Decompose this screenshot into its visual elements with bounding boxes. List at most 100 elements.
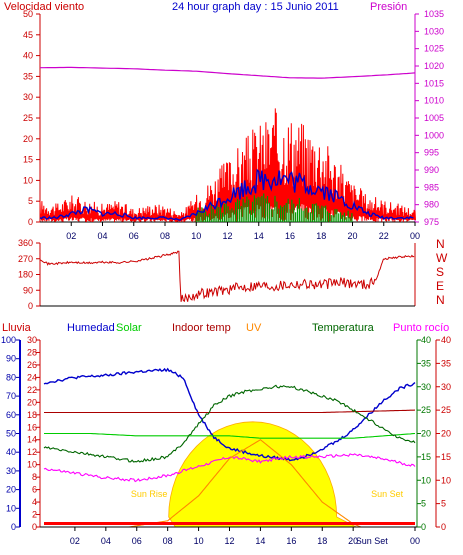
direction-series	[39, 250, 415, 303]
panel3-y-tick-label: 25	[441, 405, 451, 415]
panel3-y-tick-label: 5	[441, 499, 446, 509]
sun-rise-label: Sun Rise	[131, 489, 168, 499]
chart-title: 24 hour graph day : 15 Junio 2011	[172, 1, 339, 13]
panel3-x-tick-label: Sun Set	[356, 536, 389, 546]
panel3-y-tick-label: 5	[421, 499, 426, 509]
pressure-y-tick-label: 1035	[424, 9, 444, 19]
temperature-line	[43, 384, 416, 463]
sun-annotations: Sun Rise Sun Set	[131, 489, 404, 510]
panel3-y-tick-label: 60	[6, 410, 16, 420]
direction-y-tick-label: 360	[18, 238, 33, 248]
panel3-x-tick-label: 00	[410, 536, 420, 546]
pressure-series	[40, 66, 416, 79]
panel3-ticks: 0102030405060708090100024681012141618202…	[1, 335, 451, 532]
wind-y-tick-label: 35	[23, 71, 33, 81]
legend-lluvia: Lluvia	[2, 322, 32, 334]
wind-y-tick-label: 50	[23, 9, 33, 19]
compass-label: S	[436, 265, 444, 279]
panel3-y-tick-label: 12	[27, 447, 37, 457]
wind-x-ticks: 02 04 06 08 10 12 14 16 18 20 22 00	[66, 222, 420, 241]
panel3-y-tick-label: 28	[27, 347, 37, 357]
legend-temperatura: Temperatura	[312, 322, 375, 334]
panel3-y-tick-label: 30	[421, 382, 431, 392]
panel3-x-tick-label: 06	[132, 536, 142, 546]
panel3-y-tick-label: 35	[441, 358, 451, 368]
pressure-y-tick-label: 1010	[424, 96, 444, 106]
wind-y-ticks: 0 5 10 15 20 25 30 35 40 45 50	[23, 9, 40, 227]
panel3-y-tick-label: 20	[441, 429, 451, 439]
panel3-y-tick-label: 20	[421, 429, 431, 439]
panel3-y-tick-label: 6	[32, 485, 37, 495]
legend-indoor-temp: Indoor temp	[172, 322, 231, 334]
panel3-y-tick-label: 16	[27, 422, 37, 432]
legend-solar: Solar	[116, 322, 142, 334]
wind-average-line	[39, 168, 414, 221]
wind-green-series	[195, 193, 353, 222]
panel3-y-tick-label: 20	[27, 397, 37, 407]
panel3-y-tick-label: 0	[441, 522, 446, 532]
pressure-axis-label: Presión	[370, 1, 407, 13]
wind-x-tick-label: 10	[191, 231, 201, 241]
wind-x-tick-label: 22	[379, 231, 389, 241]
pressure-y-tick-label: 1005	[424, 113, 444, 123]
pressure-y-ticks: 975 980 985 990 995 1000 1005 1010 1015 1020 1025 1…	[415, 9, 444, 227]
legend-punto-rocio: Punto rocío	[393, 322, 449, 334]
legend-humedad: Humedad	[67, 322, 115, 334]
panel3-x-tick-label: 10	[194, 536, 204, 546]
wind-y-tick-label: 20	[23, 134, 33, 144]
panel3-series	[43, 367, 416, 528]
wind-x-tick-label: 14	[254, 231, 264, 241]
panel3-x-tick-label: 14	[255, 536, 265, 546]
panel3-y-tick-label: 40	[421, 335, 431, 345]
pressure-y-tick-label: 975	[424, 217, 439, 227]
wind-x-tick-label: 06	[129, 231, 139, 241]
direction-y-tick-label: 90	[23, 285, 33, 295]
pressure-y-tick-label: 1015	[424, 78, 444, 88]
panel3-y-tick-label: 4	[32, 497, 37, 507]
panel3-y-tick-label: 14	[27, 435, 37, 445]
wind-y-tick-label: 30	[23, 92, 33, 102]
pressure-y-tick-label: 1030	[424, 26, 444, 36]
compass-label: N	[436, 237, 445, 251]
wind-x-tick-label: 08	[160, 231, 170, 241]
solar-line	[44, 432, 416, 439]
pressure-y-tick-label: 1025	[424, 44, 444, 54]
wind-y-tick-label: 25	[23, 113, 33, 123]
panel3-y-tick-label: 22	[27, 385, 37, 395]
pressure-line	[40, 66, 416, 79]
direction-y-ticks: 0 90 180 270 360	[18, 238, 40, 311]
wind-x-tick-label: 18	[316, 231, 326, 241]
panel3-y-tick-label: 18	[27, 410, 37, 420]
rain-bar	[44, 522, 415, 525]
pressure-y-tick-label: 980	[424, 200, 439, 210]
panel3-x-tick-label: 12	[224, 536, 234, 546]
panel3-y-tick-label: 40	[441, 335, 451, 345]
direction-line	[39, 250, 415, 303]
panel3-y-tick-label: 30	[6, 466, 16, 476]
humidity-temperature-panel: Sun Rise Sun Set 010203040506070809010002…	[1, 335, 451, 546]
panel3-y-tick-label: 10	[6, 503, 16, 513]
panel3-y-tick-label: 80	[6, 372, 16, 382]
compass-label: E	[436, 279, 444, 293]
wind-y-tick-label: 0	[28, 217, 33, 227]
panel3-x-tick-label: 02	[70, 536, 80, 546]
panel3-y-tick-label: 0	[32, 522, 37, 532]
direction-y-tick-label: 0	[28, 301, 33, 311]
wind-average-series	[39, 168, 414, 221]
panel3-y-tick-label: 24	[27, 372, 37, 382]
direction-y-tick-label: 180	[18, 270, 33, 280]
wind-x-tick-label: 04	[97, 231, 107, 241]
pressure-y-tick-label: 985	[424, 182, 439, 192]
wind-x-tick-label: 00	[410, 231, 420, 241]
pressure-y-tick-label: 1000	[424, 130, 444, 140]
panel3-y-tick-label: 50	[6, 429, 16, 439]
legend-uv: UV	[246, 322, 262, 334]
panel3-y-tick-label: 0	[421, 522, 426, 532]
pressure-y-tick-label: 1020	[424, 61, 444, 71]
humidity-line	[43, 367, 416, 462]
uv-line	[128, 439, 362, 528]
panel3-y-tick-label: 26	[27, 360, 37, 370]
